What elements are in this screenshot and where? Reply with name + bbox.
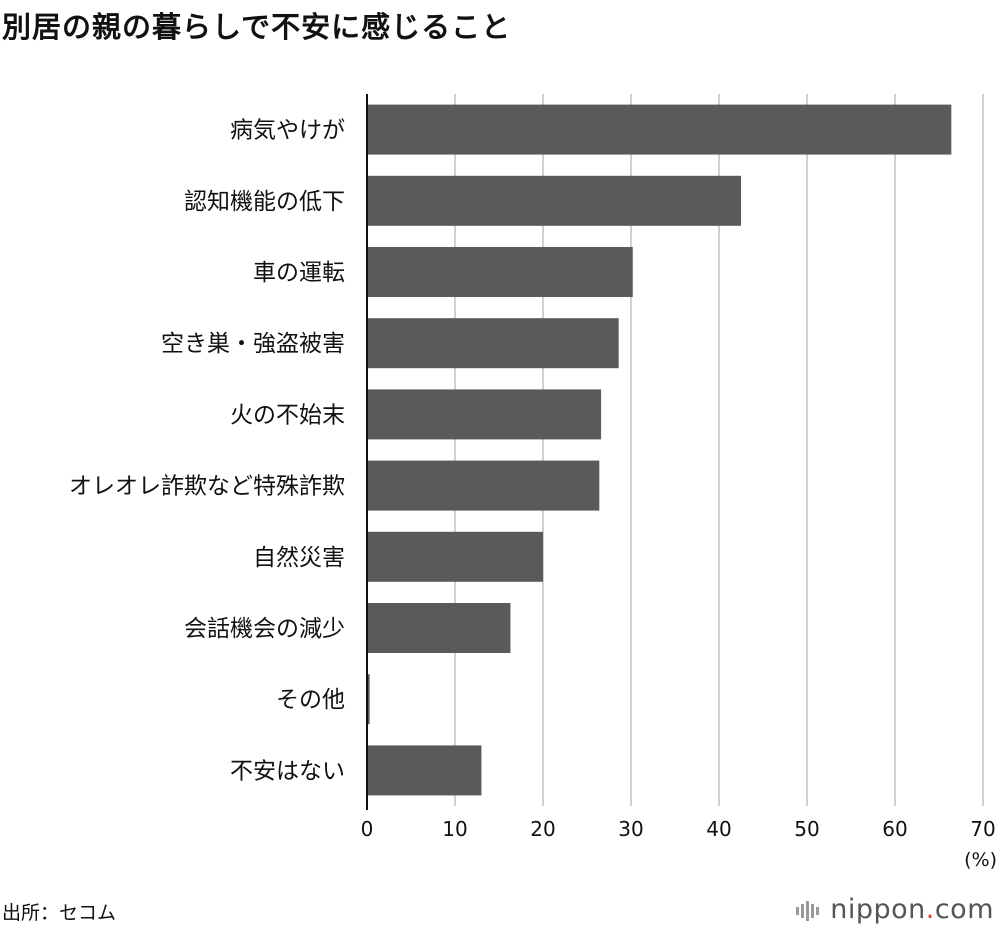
category-label: 病気やけが bbox=[230, 118, 345, 144]
category-label: 認知機能の低下 bbox=[184, 189, 345, 215]
x-tick-label: 20 bbox=[530, 817, 555, 841]
bar bbox=[367, 318, 619, 369]
nippon-logo: nippon.com bbox=[796, 894, 994, 925]
category-label: 自然災害 bbox=[253, 545, 345, 571]
x-tick-label: 70 bbox=[970, 817, 995, 841]
category-label: 空き巣・強盗被害 bbox=[161, 331, 345, 357]
logo-bars-icon bbox=[796, 900, 820, 921]
category-label: オレオレ詐欺など特殊詐欺 bbox=[69, 474, 345, 500]
bar bbox=[367, 674, 370, 725]
x-tick-label: 60 bbox=[882, 817, 907, 841]
x-tick-label: 30 bbox=[618, 817, 643, 841]
bar bbox=[367, 460, 600, 511]
x-tick-label: 0 bbox=[361, 817, 374, 841]
bar bbox=[367, 175, 741, 226]
category-label: その他 bbox=[276, 687, 345, 713]
x-tick-label: 50 bbox=[794, 817, 819, 841]
bar bbox=[367, 745, 482, 796]
bar bbox=[367, 389, 602, 440]
category-label: 車の運転 bbox=[253, 260, 345, 286]
logo-suffix: com bbox=[934, 894, 994, 925]
logo-name: nippon bbox=[830, 894, 926, 925]
bar bbox=[367, 603, 511, 653]
chart-title: 別居の親の暮らしで不安に感じること bbox=[2, 10, 512, 44]
source-note: 出所：セコム bbox=[2, 902, 117, 924]
category-label: 不安はない bbox=[230, 758, 345, 784]
bar bbox=[367, 104, 952, 155]
x-unit-label: (%) bbox=[964, 849, 997, 871]
category-label: 会話機会の減少 bbox=[184, 616, 345, 642]
category-label: 火の不始末 bbox=[230, 402, 345, 428]
x-tick-label: 40 bbox=[706, 817, 731, 841]
bar bbox=[367, 247, 633, 297]
logo-dot: . bbox=[925, 894, 935, 925]
bar bbox=[367, 531, 543, 582]
x-tick-label: 10 bbox=[442, 817, 467, 841]
